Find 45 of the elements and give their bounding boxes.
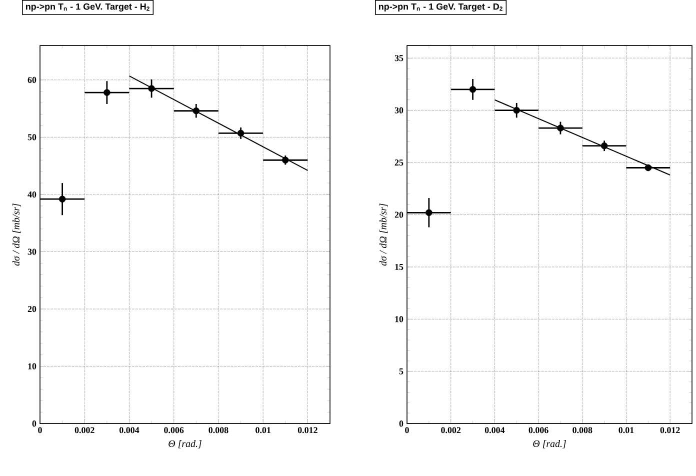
x-tick-label: 0.004: [484, 427, 505, 434]
point: [237, 130, 244, 137]
x-tick-label: 0.004: [119, 427, 140, 434]
x-tick-label: 0.008: [208, 427, 228, 434]
x-tick-label: 0.01: [256, 427, 270, 434]
x-tick-label: 0.006: [528, 427, 548, 434]
x-tick-label: 0: [405, 427, 409, 434]
y-tick-label: 20: [394, 212, 404, 218]
y-tick-label: 15: [395, 264, 404, 270]
y-tick-label: 0: [32, 420, 36, 427]
y-tick-label: 30: [28, 248, 36, 255]
y-tick-label: 10: [28, 363, 36, 370]
y-tick-label: 20: [28, 306, 36, 312]
point: [557, 124, 564, 132]
y-tick-label: 50: [28, 134, 36, 140]
y-tick-label: 10: [395, 316, 404, 322]
y-tick-label: 0: [399, 420, 404, 427]
x-tick-label: 0.012: [660, 427, 680, 434]
x-tick-label: 0.01: [618, 427, 634, 434]
y-axis-title: dσ / dΩ [mb/sr]: [379, 204, 388, 266]
point: [58, 196, 66, 203]
point: [148, 85, 155, 92]
x-tick-label: 0: [38, 427, 42, 434]
y-axis-title: dσ / dΩ [mb/sr]: [12, 204, 21, 266]
x-tick-label: 0.002: [74, 427, 94, 434]
y-tick-label: 5: [399, 368, 404, 375]
x-tick-label: 0.002: [441, 427, 461, 434]
y-tick-label: 40: [28, 192, 36, 198]
point: [644, 164, 652, 172]
y-tick-label: 35: [394, 55, 404, 62]
point: [104, 89, 110, 96]
x-axis-title: Θ [rad.]: [168, 440, 202, 448]
x-axis-title: Θ [rad.]: [533, 440, 566, 448]
point: [426, 209, 432, 216]
x-tick-label: 0.012: [298, 427, 318, 434]
y-tick-label: 25: [394, 160, 404, 166]
point: [513, 107, 520, 114]
y-tick-label: 30: [394, 107, 404, 114]
point: [469, 86, 476, 94]
chart-title: np->pn T$_{n}$ - 1 GeV. Target - D$_{2}$: [378, 4, 502, 12]
x-tick-label: 0.008: [572, 427, 592, 434]
point: [192, 108, 200, 114]
y-tick-label: 60: [28, 77, 36, 84]
chart-title: np->pn T$_{n}$ - 1 GeV. Target - H$_{2}$: [26, 4, 150, 12]
x-tick-label: 0.006: [164, 427, 184, 434]
